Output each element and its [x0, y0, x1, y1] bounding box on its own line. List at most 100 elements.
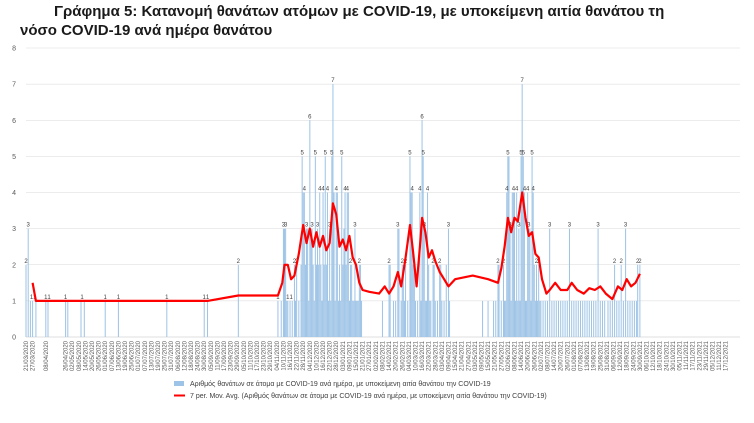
bar [557, 300, 559, 337]
bar [312, 264, 314, 337]
bar [512, 192, 514, 337]
bar [508, 156, 510, 337]
bar [357, 300, 359, 337]
bar [542, 300, 544, 337]
bar [410, 192, 412, 337]
data-label: 3 [568, 223, 572, 229]
bar [439, 264, 441, 337]
bar [423, 228, 425, 337]
bar [422, 156, 424, 337]
x-tick-label: 18/10/2021 [658, 340, 664, 371]
bar [637, 264, 639, 337]
bar [293, 264, 295, 337]
bar [538, 264, 540, 337]
data-label: 4 [426, 187, 430, 193]
x-tick-label: 15/04/2021 [453, 340, 459, 371]
bar [495, 300, 497, 337]
data-label: 5 [340, 150, 344, 156]
x-tick-label: 08/05/2020 [77, 340, 83, 371]
data-label: 4 [343, 187, 347, 193]
data-label: 1 [64, 295, 68, 301]
bar [319, 192, 321, 337]
x-tick-label: 05/10/2020 [242, 340, 248, 371]
x-tick-label: 25/06/2020 [130, 340, 136, 371]
bar [510, 300, 512, 337]
x-tick-label: 15/05/2021 [486, 340, 492, 371]
x-tick-label: 06/09/2021 [612, 340, 618, 371]
x-tick-label: 12/09/2021 [618, 340, 624, 371]
bar [551, 300, 553, 337]
data-label: 2 [636, 259, 640, 265]
bar [343, 228, 345, 337]
x-tick-label: 07/08/2021 [579, 340, 585, 371]
x-tick-label: 09/05/2021 [480, 340, 486, 371]
data-label: 1 [30, 295, 34, 301]
x-tick-label: 09/04/2021 [447, 340, 453, 371]
y-tick-label: 0 [12, 335, 16, 342]
bar [515, 300, 517, 337]
bar [25, 264, 27, 337]
bar [359, 264, 361, 337]
bar [568, 228, 570, 337]
bar [436, 300, 438, 337]
legend-bar-swatch [174, 381, 184, 386]
bar [315, 264, 317, 337]
bar [482, 300, 484, 337]
bar [428, 264, 430, 337]
x-tick-label: 14/02/2021 [387, 340, 393, 371]
bar [203, 300, 205, 337]
bar [516, 192, 518, 337]
bar [318, 264, 320, 337]
bar [518, 228, 520, 337]
bar [351, 264, 353, 337]
bar [544, 300, 546, 337]
bar [532, 192, 534, 337]
data-label: 5 [530, 150, 534, 156]
bar [280, 300, 282, 337]
x-tick-label: 21/01/2021 [361, 340, 367, 371]
x-tick-label: 11/12/2021 [717, 340, 723, 370]
x-tick-label: 01/07/2020 [136, 340, 142, 371]
x-tick-label: 05/09/2020 [209, 340, 215, 371]
x-tick-label: 02/05/2020 [70, 340, 76, 371]
bar [339, 264, 341, 337]
x-tick-label: 23/11/2021 [697, 340, 703, 370]
x-tick-label: 22/11/2020 [295, 340, 301, 370]
bar [593, 300, 595, 337]
bar [207, 300, 209, 337]
bar [445, 264, 447, 337]
data-label: 3 [447, 223, 451, 229]
data-label: 1 [80, 295, 84, 301]
bar [539, 300, 541, 337]
data-label: 3 [596, 223, 600, 229]
x-tick-label: 11/09/2020 [215, 340, 221, 370]
x-tick-label: 01/08/2021 [572, 340, 578, 371]
bar [449, 300, 451, 337]
bar [487, 300, 489, 337]
x-tick-label: 25/07/2020 [163, 340, 169, 371]
x-tick-label: 28/11/2020 [301, 340, 307, 370]
bar [432, 264, 434, 337]
data-label: 5 [300, 150, 304, 156]
bar [500, 300, 502, 337]
bar [575, 300, 577, 337]
data-label: 4 [303, 187, 307, 193]
bar [405, 264, 407, 337]
bar [337, 300, 339, 337]
bar [521, 84, 523, 337]
x-tick-label: 20/07/2021 [559, 340, 565, 371]
data-label: 4 [326, 187, 330, 193]
data-label: 2 [24, 259, 28, 265]
bar [633, 300, 635, 337]
data-label: 5 [324, 150, 328, 156]
x-tick-label: 18/08/2020 [189, 340, 195, 371]
bar [334, 300, 336, 337]
x-tick-label: 26/04/2020 [64, 340, 70, 371]
y-tick-label: 7 [12, 82, 16, 89]
bar [526, 300, 528, 337]
x-tick-label: 19/08/2021 [592, 340, 598, 371]
bar [535, 264, 537, 337]
bar [441, 300, 443, 337]
x-tick-label: 17/12/2021 [724, 340, 730, 371]
chart-title-line-2: νόσο COVID-19 ανά ημέρα θανάτου [20, 22, 273, 39]
